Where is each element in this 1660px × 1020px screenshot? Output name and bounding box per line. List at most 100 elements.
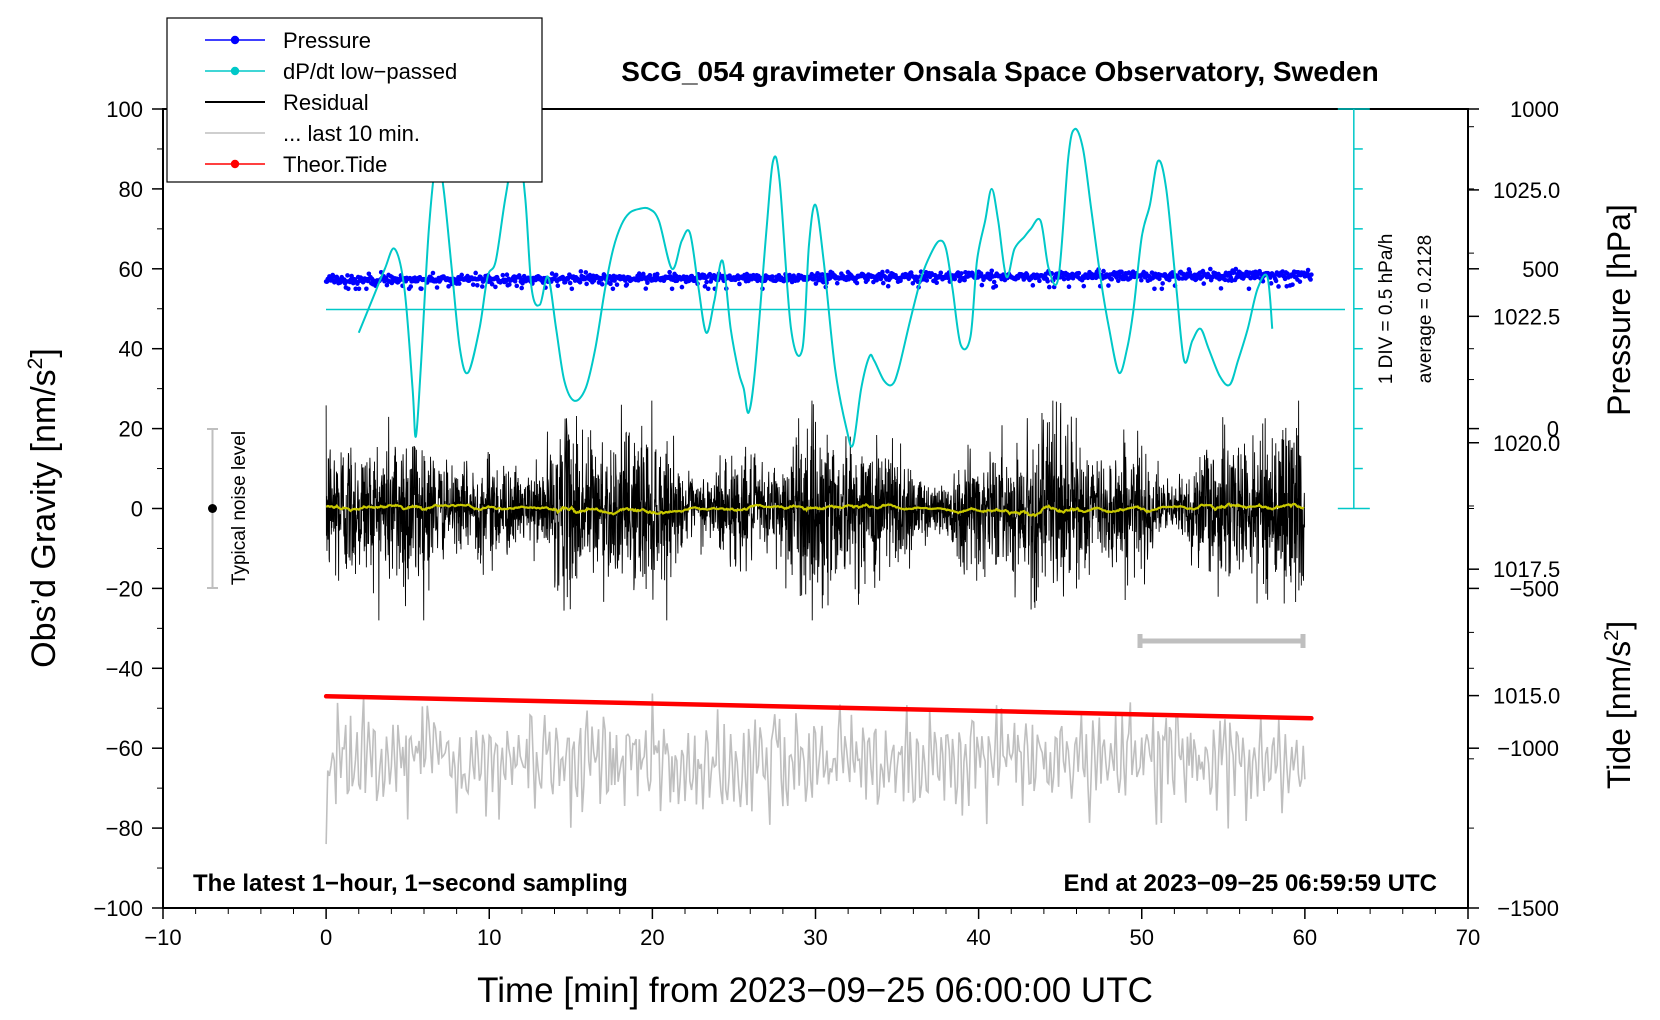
pressure-point xyxy=(567,280,573,286)
pressure-point xyxy=(475,282,480,288)
legend-marker xyxy=(230,66,240,76)
pressure-point xyxy=(704,279,709,285)
x-tick-label: 50 xyxy=(1130,925,1154,950)
pressure-point xyxy=(1268,281,1274,286)
pressure-point xyxy=(679,284,685,290)
chart-title: SCG_054 gravimeter Onsala Space Observat… xyxy=(621,56,1378,87)
pressure-point xyxy=(1119,269,1124,275)
pressure-point xyxy=(1176,276,1182,281)
legend-entry: ... last 10 min. xyxy=(205,121,420,146)
pressure-point xyxy=(1076,270,1082,276)
y-tick-label: −100 xyxy=(93,896,143,921)
tide-tick-label: −1000 xyxy=(1497,736,1559,761)
bottom-right-note: End at 2023−09−25 06:59:59 UTC xyxy=(1063,870,1437,897)
pressure-point xyxy=(880,280,886,286)
pressure-point xyxy=(1139,277,1144,283)
pressure-point xyxy=(614,282,620,287)
pressure-point xyxy=(624,282,630,287)
pressure-point xyxy=(473,270,478,276)
pressure-point xyxy=(346,286,351,292)
pressure-point xyxy=(813,281,819,286)
legend-entry: Residual xyxy=(205,90,369,115)
pressure-point xyxy=(885,283,891,289)
pressure-point xyxy=(1166,277,1172,283)
legend-marker xyxy=(230,159,240,169)
pressure-point xyxy=(1066,284,1072,290)
pressure-point xyxy=(578,269,584,274)
pressure-point xyxy=(470,282,476,287)
pressure-point xyxy=(1115,278,1121,284)
residual-smoothed-series xyxy=(325,502,1305,518)
legend-label: Residual xyxy=(283,90,369,115)
pressure-point xyxy=(389,280,395,286)
pressure-point xyxy=(479,284,485,289)
legend-entry: Pressure xyxy=(205,28,371,53)
pressure-point xyxy=(356,286,362,292)
x-tick-label: 30 xyxy=(803,925,827,950)
average-label: average = 0.2128 xyxy=(1415,235,1436,383)
bottom-left-note: The latest 1−hour, 1−second sampling xyxy=(193,870,628,897)
pressure-point xyxy=(584,281,589,287)
pressure-point xyxy=(1290,282,1295,287)
legend-label: Theor.Tide xyxy=(283,152,387,177)
pressure-point xyxy=(707,271,713,277)
pressure-point xyxy=(1159,286,1165,292)
last-10-min-line xyxy=(325,693,1306,845)
pressure-point xyxy=(952,276,958,282)
pressure-point xyxy=(446,284,451,289)
pressure-point xyxy=(1305,267,1311,273)
tide-tick-label: 1000 xyxy=(1510,97,1559,122)
pressure-point xyxy=(384,282,390,288)
pressure-point xyxy=(514,283,520,289)
tide-axis-title-end: ] xyxy=(1601,621,1637,630)
tide-axis-title: Tide [nm/s2] xyxy=(1601,621,1637,789)
x-tick-label: 40 xyxy=(966,925,990,950)
pressure-point xyxy=(1194,276,1199,282)
pressure-point xyxy=(643,286,649,291)
pressure-point xyxy=(993,283,999,289)
legend-label: Pressure xyxy=(283,28,371,53)
x-tick-label: 60 xyxy=(1293,925,1317,950)
pressure-point xyxy=(989,268,995,274)
pressure-point xyxy=(959,271,964,276)
pressure-point xyxy=(353,286,359,292)
y-tick-label: −60 xyxy=(106,736,143,761)
pressure-point xyxy=(938,270,944,276)
pressure-point xyxy=(1308,277,1313,282)
pressure-point xyxy=(880,269,885,275)
y-axis: −100 −80 −60 −40 −20 0 20 40 60 80 100 xyxy=(93,97,163,921)
legend-label: dP/dt low−passed xyxy=(283,59,457,84)
pressure-point xyxy=(408,284,414,289)
pressure-point xyxy=(641,271,646,277)
pressure-point xyxy=(834,280,840,286)
pressure-point xyxy=(1152,286,1157,292)
theor-tide-line xyxy=(323,694,1314,721)
pressure-point xyxy=(705,286,711,292)
pressure-point xyxy=(962,277,967,283)
pressure-point xyxy=(978,271,984,276)
pressure-point xyxy=(1187,269,1193,275)
y-axis-title-sup: 2 xyxy=(24,358,47,370)
residual-line xyxy=(325,400,1306,621)
pressure-point xyxy=(1297,279,1303,284)
pressure-point xyxy=(1045,278,1050,284)
pressure-point xyxy=(878,276,884,282)
legend-entry: dP/dt low−passed xyxy=(205,59,457,84)
legend-entry: Theor.Tide xyxy=(205,152,387,177)
pressure-tick-label: 1017.5 xyxy=(1493,557,1560,582)
x-axis: −10 0 10 20 30 40 50 60 70 xyxy=(144,908,1480,950)
pressure-point xyxy=(489,281,495,287)
pressure-point xyxy=(1061,276,1067,282)
noise-level-label: Typical noise level xyxy=(229,431,250,585)
y-tick-label: −20 xyxy=(106,576,143,601)
pressure-point xyxy=(1030,283,1036,288)
pressure-point xyxy=(555,283,561,289)
x-tick-label: 20 xyxy=(640,925,664,950)
pressure-point xyxy=(991,279,997,285)
tide-tick-label: −1500 xyxy=(1497,896,1559,921)
tide-tick-label: 500 xyxy=(1522,257,1559,282)
x-tick-label: 70 xyxy=(1456,925,1480,950)
pressure-point xyxy=(1246,286,1252,292)
y-tick-label: 100 xyxy=(106,97,143,122)
legend-label: ... last 10 min. xyxy=(283,121,420,146)
